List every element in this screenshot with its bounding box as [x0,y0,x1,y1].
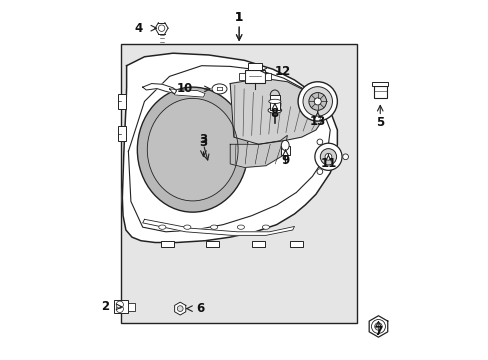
Bar [372,82,387,86]
Text: 13: 13 [309,114,325,127]
Bar [264,73,271,80]
Ellipse shape [147,98,238,201]
Text: 4: 4 [134,22,142,35]
Circle shape [371,319,385,333]
Ellipse shape [262,225,269,229]
Text: 11: 11 [320,157,336,170]
Circle shape [298,82,337,121]
Bar [114,300,127,313]
Ellipse shape [159,225,165,229]
Circle shape [316,139,322,145]
Polygon shape [230,135,287,167]
Bar [373,86,386,98]
Ellipse shape [268,99,281,104]
Ellipse shape [281,140,288,150]
Bar [245,69,264,83]
Text: 12: 12 [274,64,290,77]
Circle shape [158,25,164,31]
Bar [289,241,302,247]
Bar [127,302,135,311]
Text: 1: 1 [235,11,243,24]
Text: 5: 5 [375,116,384,129]
Circle shape [320,149,336,165]
Ellipse shape [237,225,244,229]
Bar [281,146,289,155]
Bar [118,126,125,141]
Polygon shape [368,316,387,337]
Text: 9: 9 [281,154,289,167]
Circle shape [308,93,326,110]
Ellipse shape [212,84,226,94]
Text: 3: 3 [199,136,207,149]
Bar [252,241,264,247]
Circle shape [303,87,332,116]
Bar [121,44,356,323]
Bar [248,63,262,69]
Ellipse shape [267,108,281,113]
Circle shape [314,98,321,105]
Polygon shape [169,89,205,97]
Circle shape [325,153,331,160]
Ellipse shape [137,87,247,212]
Circle shape [116,305,123,312]
Circle shape [314,143,341,170]
Bar [239,73,245,80]
Polygon shape [142,219,294,235]
Bar [205,241,218,247]
Polygon shape [142,84,176,94]
Text: 2: 2 [101,300,108,313]
Bar [118,94,125,109]
Circle shape [342,154,348,159]
Bar [161,241,174,247]
Text: 3: 3 [199,134,207,147]
Circle shape [374,323,382,330]
Circle shape [116,301,123,308]
Text: 7: 7 [374,325,382,338]
Circle shape [316,169,322,175]
Bar [270,95,279,111]
Ellipse shape [183,225,190,229]
Text: 8: 8 [270,107,279,120]
Polygon shape [122,53,337,243]
Polygon shape [230,78,323,144]
Circle shape [177,306,183,311]
Text: 10: 10 [176,82,192,95]
Text: 1: 1 [235,11,243,24]
Ellipse shape [210,225,217,229]
Text: 6: 6 [196,302,204,315]
Polygon shape [174,302,185,315]
